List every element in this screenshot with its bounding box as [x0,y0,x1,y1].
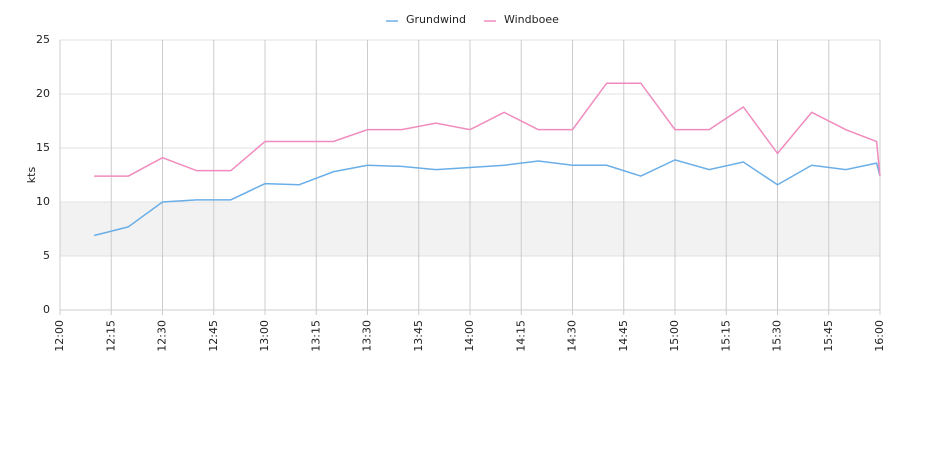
x-tick-label: 12:15 [104,320,117,352]
legend-label: Grundwind [406,13,466,26]
y-tick-label: 20 [36,87,50,100]
x-tick-label: 14:00 [463,320,476,352]
x-tick-label: 14:15 [514,320,527,352]
y-tick-label: 5 [43,249,50,262]
x-tick-label: 13:45 [412,320,425,352]
legend-label: Windboee [504,13,559,26]
x-tick-label: 12:00 [53,320,66,352]
x-tick-label: 15:30 [771,320,784,352]
x-tick-label: 16:00 [873,320,886,352]
x-tick-label: 13:15 [309,320,322,352]
x-tick-label: 13:30 [361,320,374,352]
x-tick-label: 14:45 [617,320,630,352]
x-tick-label: 12:45 [207,320,220,352]
line-series [94,82,881,177]
x-tick-label: 13:00 [258,320,271,352]
x-tick-label: 15:45 [822,320,835,352]
y-tick-label: 15 [36,141,50,154]
y-tick-label: 0 [43,303,50,316]
x-tick-label: 15:00 [668,320,681,352]
line-series [93,159,881,237]
x-tick-label: 14:30 [566,320,579,352]
x-tick-label: 12:30 [156,320,169,352]
y-axis-label: kts [25,167,38,184]
y-tick-label: 10 [36,195,50,208]
x-tick-label: 15:15 [719,320,732,352]
y-tick-label: 25 [36,33,50,46]
